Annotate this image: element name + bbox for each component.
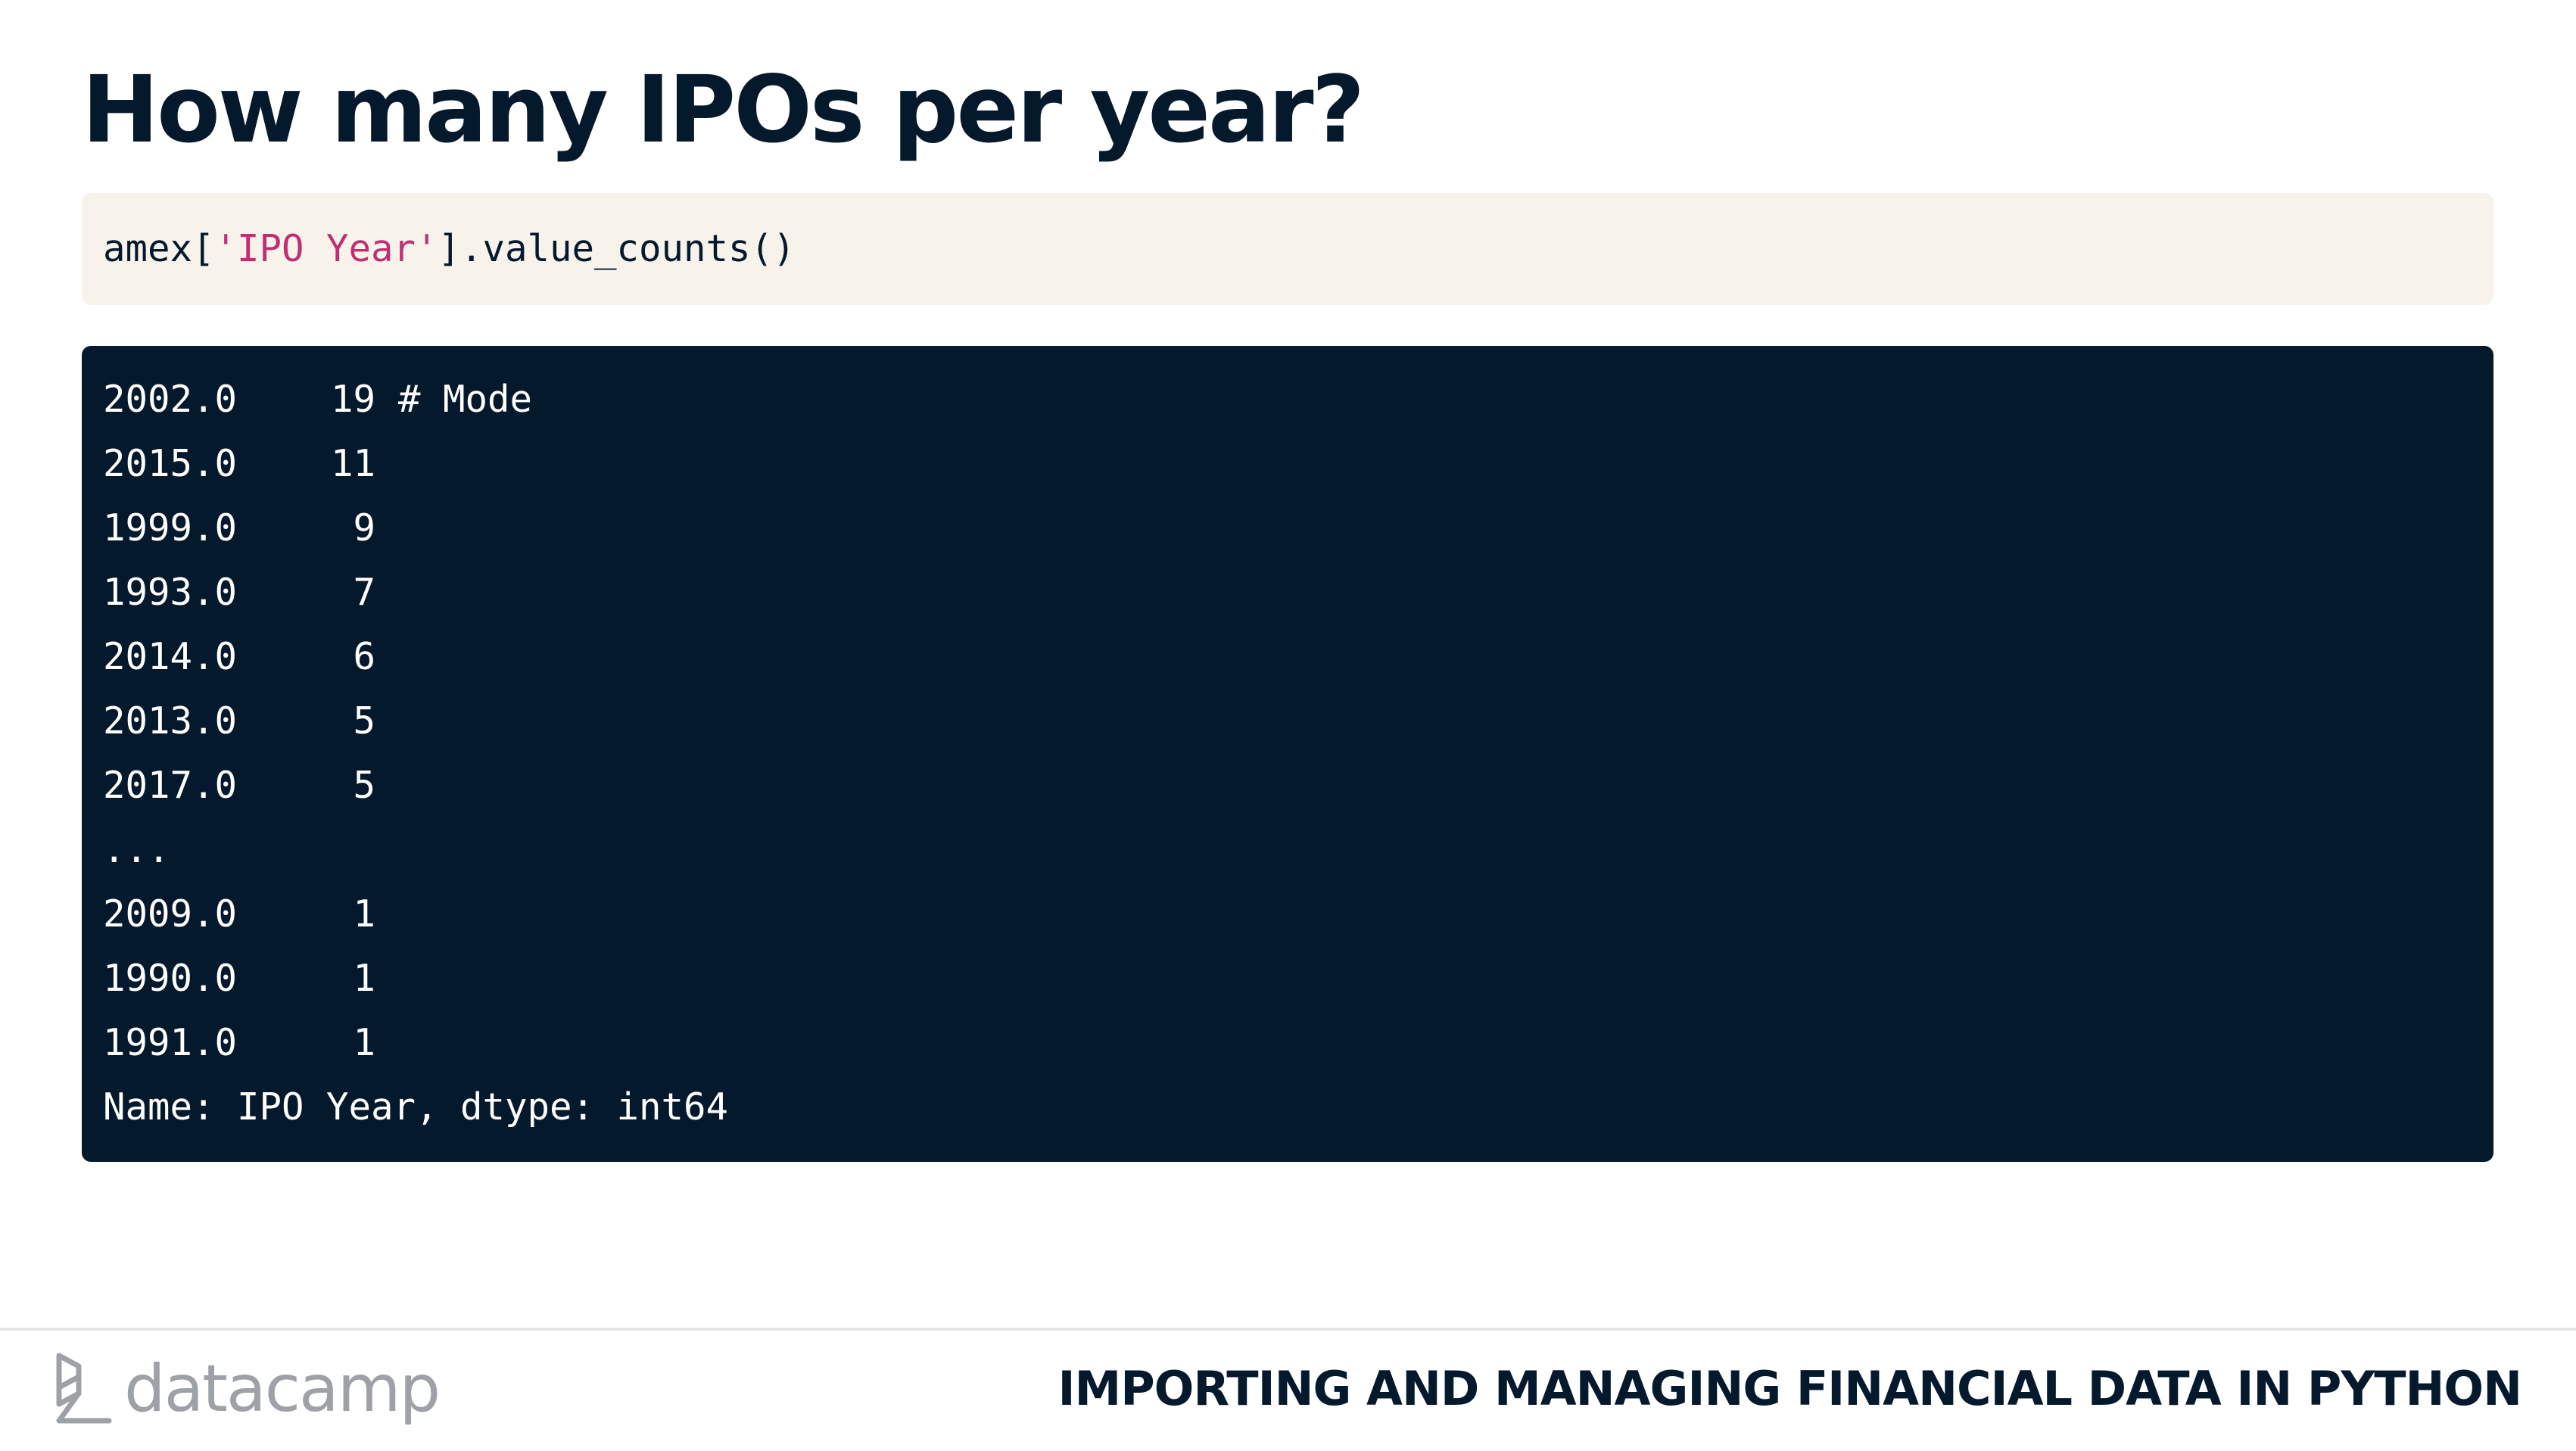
- code-prefix: amex[: [103, 227, 215, 270]
- output-count: 9: [353, 506, 375, 550]
- code-string-literal: 'IPO Year': [214, 227, 438, 270]
- output-year: 2009.0: [103, 892, 238, 936]
- code-suffix: ].value_counts(): [438, 227, 796, 270]
- output-count: 6: [353, 635, 375, 678]
- output-year: 2017.0: [103, 764, 238, 807]
- output-row: 2002.0 19 # Mode: [103, 367, 2493, 431]
- output-row: 1990.0 1: [103, 946, 2493, 1010]
- code-output-block: 2002.0 19 # Mode 2015.0 11 1999.0 9 1993.0 7 …: [82, 346, 2493, 1162]
- output-year: 1990.0: [103, 957, 238, 1000]
- output-year: 2002.0: [103, 378, 238, 421]
- output-count: 1: [353, 1021, 375, 1064]
- output-count: 1: [353, 892, 375, 936]
- code-input-block: amex['IPO Year'].value_counts(): [82, 193, 2493, 305]
- footer-divider: [0, 1328, 2576, 1331]
- output-row: 2015.0 11: [103, 431, 2493, 496]
- output-row: 1991.0 1: [103, 1010, 2493, 1075]
- output-year: 2013.0: [103, 699, 238, 743]
- output-row: 2009.0 1: [103, 882, 2493, 946]
- output-count: 19: [330, 378, 375, 421]
- output-count: 5: [353, 764, 375, 807]
- output-row: 1999.0 9: [103, 496, 2493, 560]
- output-count: 11: [330, 442, 375, 485]
- output-year: 2015.0: [103, 442, 238, 485]
- output-year: 1991.0: [103, 1021, 238, 1064]
- output-count: 5: [353, 699, 375, 743]
- output-ellipsis: ...: [103, 828, 170, 871]
- output-count: 7: [353, 571, 375, 614]
- output-comment: # Mode: [398, 378, 533, 421]
- output-count: 1: [353, 957, 375, 1000]
- datacamp-logo-icon: [56, 1353, 112, 1424]
- output-year: 1993.0: [103, 571, 238, 614]
- output-ellipsis-row: ...: [103, 817, 2493, 882]
- output-row: 1993.0 7: [103, 560, 2493, 624]
- output-row: 2017.0 5: [103, 753, 2493, 817]
- output-year: 1999.0: [103, 506, 238, 550]
- datacamp-logo: datacamp: [53, 1347, 441, 1431]
- slide-title: How many IPOs per year?: [82, 56, 1365, 163]
- output-row: 2014.0 6: [103, 624, 2493, 689]
- output-year: 2014.0: [103, 635, 238, 678]
- logo-wordmark: datacamp: [124, 1351, 441, 1427]
- output-row: 2013.0 5: [103, 689, 2493, 753]
- output-summary: Name: IPO Year, dtype: int64: [103, 1085, 729, 1129]
- course-title: IMPORTING AND MANAGING FINANCIAL DATA IN…: [1057, 1361, 2522, 1416]
